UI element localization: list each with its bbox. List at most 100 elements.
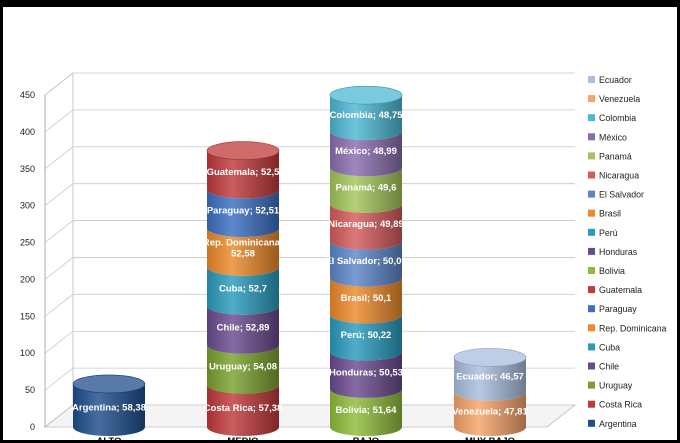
legend-item: El Salvador xyxy=(588,190,644,200)
legend-label: Uruguay xyxy=(599,381,633,391)
segment-body xyxy=(207,305,279,354)
bar-segment: Venezuela; 47,81 xyxy=(452,391,528,436)
segment-body xyxy=(330,131,402,177)
legend-swatch xyxy=(588,247,595,255)
gridline xyxy=(44,146,575,170)
legend-swatch xyxy=(588,343,595,351)
legend-swatch xyxy=(588,419,595,427)
y-tick-label: 450 xyxy=(20,90,35,100)
y-axis: 0 50 100 150 200 250 300 350 400 450 xyxy=(20,90,46,432)
y-tick-label: 350 xyxy=(20,164,35,174)
y-tick-label: 50 xyxy=(25,385,35,395)
gridline xyxy=(44,220,575,243)
legend-item: Colombia xyxy=(588,113,636,123)
data-label: Costa Rica; 57,38 xyxy=(204,403,283,414)
segment-body xyxy=(330,167,402,213)
data-label: México; 48,99 xyxy=(335,146,397,157)
legend-label: Rep. Dominicana xyxy=(599,323,667,333)
side-wall xyxy=(44,72,74,428)
legend-label: Honduras xyxy=(599,247,638,257)
segment-top xyxy=(329,85,403,105)
data-label: Perú; 50,22 xyxy=(341,330,392,341)
legend-label: El Salvador xyxy=(599,190,644,200)
bar-segment: Panamá; 49,6 xyxy=(330,167,402,213)
x-category-label: BAJO xyxy=(353,436,379,443)
data-label: Colombia; 48,75 xyxy=(330,110,404,121)
legend-swatch xyxy=(588,324,595,332)
legend-label: Brasil xyxy=(599,209,621,219)
segment-top xyxy=(453,348,527,367)
segment-body xyxy=(330,277,402,324)
segment-body xyxy=(207,384,279,436)
legend-label: Nicaragua xyxy=(599,171,639,181)
y-tick-label: 250 xyxy=(20,238,35,248)
bar-segment: Honduras; 50,53 xyxy=(329,351,403,398)
bars: Argentina; 58,38 Costa Rica; 57,38 Uruguay… xyxy=(72,85,528,436)
y-tick-label: 150 xyxy=(20,311,35,321)
gridlines xyxy=(44,72,575,391)
legend-label: Guatemala xyxy=(599,285,642,295)
bar-segment: Guatemala; 52,5 xyxy=(207,141,280,199)
data-label: Cuba; 52,7 xyxy=(219,283,267,294)
y-tick-label: 200 xyxy=(20,274,35,284)
legend-swatch xyxy=(588,381,595,389)
legend-item: Cuba xyxy=(588,342,620,352)
legend-swatch xyxy=(588,190,595,198)
segment-body xyxy=(207,228,279,276)
y-tick-label: 300 xyxy=(20,201,35,211)
legend-item: México xyxy=(588,132,627,142)
legend-label: Cuba xyxy=(599,342,620,352)
legend-swatch xyxy=(588,76,595,83)
legend-label: Colombia xyxy=(599,113,636,123)
segment-body xyxy=(330,351,402,398)
bar-segment: Argentina; 58,38 xyxy=(72,374,146,436)
gridline xyxy=(44,257,575,280)
legend-label: Perú xyxy=(599,228,618,238)
data-label: Venezuela; 47,81 xyxy=(452,406,528,417)
legend-item: Ecuador xyxy=(588,75,632,85)
data-label: El Salvador; 50,09 xyxy=(325,256,406,267)
gridline xyxy=(44,330,575,354)
data-label: Chile; 52,89 xyxy=(217,322,270,333)
segment-body xyxy=(454,391,526,436)
segment-body xyxy=(207,189,279,238)
bar-segment: Uruguay; 54,08 xyxy=(207,344,279,394)
segment-body xyxy=(207,344,279,394)
legend-swatch xyxy=(588,95,595,103)
legend-item: Nicaragua xyxy=(588,171,639,181)
data-label: 52,58 xyxy=(231,248,255,259)
legend-swatch xyxy=(588,228,595,236)
y-tick-label: 0 xyxy=(30,422,35,432)
legend-swatch xyxy=(588,114,595,122)
legend-swatch xyxy=(588,152,595,160)
segment-body xyxy=(73,383,145,436)
bar-segment: Chile; 52,89 xyxy=(207,305,279,354)
gridline xyxy=(44,109,575,133)
bar-segment: Bolivia; 51,64 xyxy=(330,388,402,436)
data-label: Brasil; 50,1 xyxy=(341,293,392,304)
legend-item: Bolivia xyxy=(588,266,625,276)
legend-item: Costa Rica xyxy=(588,400,642,410)
data-label: Ecuador; 46,57 xyxy=(456,372,524,383)
bar-segment: Ecuador; 46,57 xyxy=(453,348,527,401)
data-label: Paraguay; 52,51 xyxy=(207,206,280,217)
legend-swatch xyxy=(588,362,595,370)
legend-item: Brasil xyxy=(588,209,621,219)
legend-item: Guatemala xyxy=(588,285,642,295)
legend-label: Ecuador xyxy=(599,75,632,85)
data-label: Rep. Dominicana; xyxy=(203,237,283,248)
legend-item: Uruguay xyxy=(588,381,633,391)
legend-label: Argentina xyxy=(599,419,637,429)
gridline xyxy=(44,183,575,206)
segment-body xyxy=(330,203,402,250)
legend-label: Chile xyxy=(599,362,619,372)
legend-swatch xyxy=(588,171,595,179)
data-label: Bolivia; 51,64 xyxy=(336,405,397,416)
segment-body xyxy=(330,95,402,141)
legend: Ecuador Venezuela Colombia México Panamá Nica… xyxy=(588,75,667,429)
bar-segment: Cuba; 52,7 xyxy=(207,266,279,315)
x-category-label: ALTO xyxy=(97,436,122,443)
legend-swatch xyxy=(588,209,595,217)
legend-swatch xyxy=(588,286,595,294)
